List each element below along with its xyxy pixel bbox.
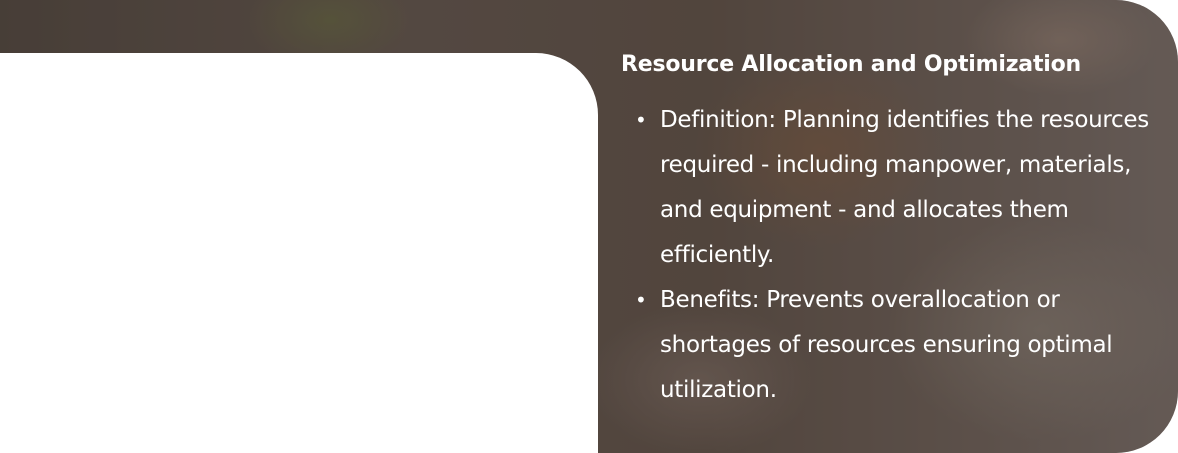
bullet-dot-icon: • [635,108,647,132]
list-item-text: Definition: Planning identifies the reso… [660,107,1149,268]
list-item-definition: • Definition: Planning identifies the re… [621,98,1166,278]
list-item-benefits: • Benefits: Prevents overallocation or s… [621,278,1166,413]
bullet-dot-icon: • [635,288,647,312]
bullet-list: • Definition: Planning identifies the re… [621,98,1166,413]
section-title: Resource Allocation and Optimization [621,52,1081,77]
text-card: Resource Allocation and Optimization • D… [621,46,1166,413]
list-item-text: Benefits: Prevents overallocation or sho… [660,287,1113,403]
white-panel [0,53,598,453]
